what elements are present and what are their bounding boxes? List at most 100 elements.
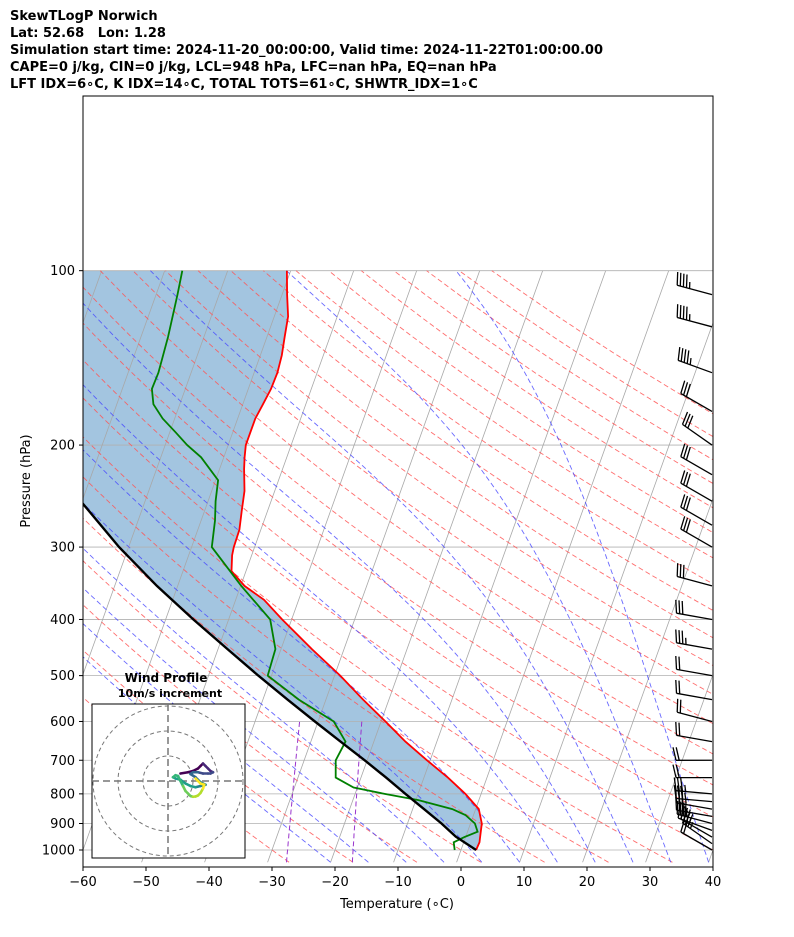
isotherm-line bbox=[519, 321, 713, 863]
x-tick-label: 20 bbox=[579, 875, 596, 890]
hodograph-subtitle: 10m/s increment bbox=[118, 687, 222, 700]
wind-barb bbox=[676, 563, 713, 587]
y-tick-label: 900 bbox=[50, 817, 75, 832]
barb-staff bbox=[676, 642, 713, 650]
barb-flag bbox=[675, 629, 678, 643]
barb-flag bbox=[682, 495, 689, 509]
barb-flag bbox=[675, 655, 678, 670]
barb-staff bbox=[676, 734, 713, 743]
barb-flag bbox=[678, 656, 681, 670]
barb-staff bbox=[680, 456, 713, 476]
barb-flag bbox=[680, 470, 686, 484]
moist-adiabat-line bbox=[286, 270, 672, 863]
dewpoint-line bbox=[150, 270, 479, 851]
barb-flag bbox=[680, 380, 686, 394]
wind-barb bbox=[675, 679, 713, 701]
barb-flag bbox=[675, 599, 678, 614]
barb-flag bbox=[685, 274, 688, 288]
stability-indices-1: CAPE=0 j/kg, CIN=0 j/kg, LCL=948 hPa, LF… bbox=[10, 60, 497, 75]
wind-barb bbox=[675, 599, 713, 621]
barb-half-flag bbox=[686, 814, 689, 822]
dry-adiabat-line bbox=[83, 560, 482, 863]
wind-barb bbox=[675, 629, 713, 650]
y-tick-label: 400 bbox=[50, 613, 75, 628]
cin-shading bbox=[83, 270, 482, 850]
barb-flag bbox=[676, 563, 679, 577]
barb-flag bbox=[686, 350, 690, 364]
isotherm-line bbox=[393, 270, 607, 863]
wind-barb bbox=[677, 347, 713, 374]
barb-flag bbox=[680, 785, 684, 800]
wind-barb bbox=[672, 764, 713, 779]
wind-barb bbox=[676, 304, 713, 328]
y-tick-label: 300 bbox=[50, 541, 75, 556]
moist-adiabat-line bbox=[455, 270, 710, 863]
barb-half-flag bbox=[684, 792, 687, 800]
barb-flag bbox=[678, 680, 681, 694]
y-tick-label: 700 bbox=[50, 754, 75, 769]
barb-staff bbox=[677, 711, 713, 723]
x-tick-label: 0 bbox=[457, 875, 465, 890]
barb-flag bbox=[672, 764, 677, 778]
x-axis: −60 −50 −40 −30 −20 −10 0 10 20 30 40 bbox=[69, 867, 721, 890]
barb-flag bbox=[681, 600, 684, 615]
dry-adiabat-line bbox=[458, 270, 713, 438]
barb-flag bbox=[685, 446, 691, 461]
barb-flag bbox=[680, 494, 686, 508]
barb-flag bbox=[679, 304, 682, 319]
barb-flag bbox=[681, 630, 684, 645]
isotherm-line bbox=[582, 497, 713, 863]
barb-staff bbox=[680, 392, 713, 413]
wind-barb bbox=[680, 443, 713, 476]
wind-barbs bbox=[672, 271, 713, 851]
barb-flag bbox=[685, 473, 691, 487]
barb-staff bbox=[676, 797, 713, 803]
hodograph-inset: Wind Profile 10m/s increment bbox=[91, 671, 246, 859]
y-tick-label: 200 bbox=[50, 439, 75, 454]
isotherm-line bbox=[330, 270, 544, 863]
moist-adiabat-line bbox=[83, 547, 445, 863]
barb-staff bbox=[676, 668, 713, 677]
wind-barb bbox=[673, 785, 713, 803]
y-tick-label: 1000 bbox=[42, 844, 75, 859]
x-tick-label: −20 bbox=[321, 875, 348, 890]
barb-flag bbox=[680, 348, 684, 362]
barb-flag bbox=[682, 305, 685, 320]
barb-flag bbox=[681, 411, 689, 425]
temperature-line bbox=[230, 270, 483, 851]
mixing-ratio-line bbox=[286, 721, 301, 863]
isotherm-line bbox=[267, 270, 481, 863]
y-axis: 100 200 300 400 500 600 700 800 900 1000 bbox=[42, 264, 83, 859]
wind-barb bbox=[676, 698, 713, 723]
barb-flag bbox=[682, 445, 689, 459]
wind-barb bbox=[676, 271, 713, 296]
x-tick-label: 10 bbox=[516, 875, 533, 890]
barb-staff bbox=[676, 692, 713, 701]
isotherm-line bbox=[83, 270, 166, 500]
mixing-ratio-line bbox=[351, 721, 363, 863]
barb-flag bbox=[680, 516, 686, 530]
isotherm-line bbox=[645, 673, 713, 863]
hodograph-trace bbox=[194, 777, 200, 783]
barb-flag bbox=[676, 698, 679, 713]
dry-adiabat-line bbox=[230, 270, 713, 611]
barb-flag bbox=[685, 306, 688, 321]
y-axis-label: Pressure (hPa) bbox=[19, 434, 34, 527]
isotherm-line bbox=[456, 270, 670, 863]
x-tick-label: −50 bbox=[132, 875, 159, 890]
barb-flag bbox=[673, 785, 677, 799]
dry-adiabat-line bbox=[295, 270, 713, 559]
dry-adiabat-line bbox=[83, 517, 545, 863]
dry-adiabat-line bbox=[263, 270, 713, 585]
barb-flag bbox=[675, 764, 680, 778]
x-tick-label: −30 bbox=[258, 875, 285, 890]
wind-barb bbox=[675, 721, 713, 743]
barb-flag bbox=[678, 630, 681, 644]
y-tick-label: 800 bbox=[50, 787, 75, 802]
time-label: Simulation start time: 2024-11-20_00:00:… bbox=[10, 43, 603, 58]
dry-adiabat-line bbox=[83, 322, 713, 786]
dry-adiabat-line bbox=[83, 397, 713, 851]
barb-staff bbox=[676, 802, 713, 810]
barb-flag bbox=[682, 382, 689, 396]
